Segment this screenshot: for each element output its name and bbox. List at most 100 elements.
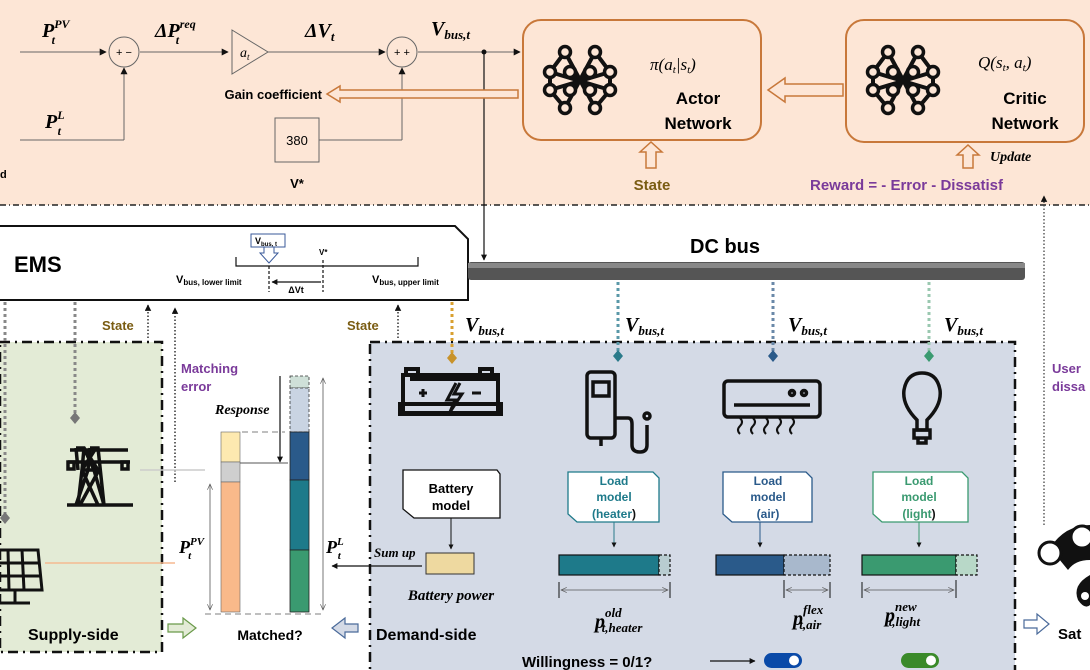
- battery-model-label-2: model: [432, 498, 470, 513]
- light-power-bar: [861, 554, 957, 576]
- v-bus-pointer-arrow: [258, 246, 280, 264]
- demand-side-title: Demand-side: [376, 627, 477, 644]
- grid-bar-segment: [220, 431, 241, 463]
- actor-network-box: [522, 19, 762, 141]
- battery-icon: [398, 367, 503, 416]
- actor-title: Actor: [676, 89, 721, 108]
- load-model-label: Load: [905, 474, 934, 488]
- delta-p-req-label: ΔPreq t: [154, 17, 196, 47]
- load-model-box: [567, 471, 660, 523]
- light-flex-segment: [289, 375, 310, 389]
- willingness-label: Willingness = 0/1?: [522, 654, 652, 670]
- critic-title: Critic: [1003, 89, 1046, 108]
- user-dissatisfaction-label: User: [1052, 361, 1081, 376]
- satisfaction-arrow: [1023, 612, 1050, 636]
- gain-coefficient-label: Gain coefficient: [224, 87, 322, 102]
- v-star-label: V*: [290, 176, 305, 191]
- update-label: Update: [990, 150, 1031, 165]
- light-bulb-icon: [902, 371, 942, 445]
- dc-bus-highlight: [468, 263, 1025, 268]
- load-air: Load model (air) pflex t,air: [715, 471, 831, 632]
- sum1-signs: + −: [116, 47, 132, 59]
- v-star-block: [274, 117, 320, 163]
- v-bus-air: Vbus,t: [788, 314, 827, 338]
- critic-title-2: Network: [991, 114, 1059, 133]
- user-dissatisfaction-label-2: dissa: [1052, 379, 1086, 394]
- heater-power-bar: [558, 554, 660, 576]
- p-pv-label: PPV t: [41, 17, 71, 47]
- critic-to-actor-arrow: [766, 76, 844, 104]
- load-light: Load model (light) pnew t,light: [861, 471, 978, 629]
- load-model-label: Load: [754, 474, 783, 488]
- user-satisfaction-icon: [1037, 524, 1090, 607]
- grid-power-segment: [220, 461, 241, 483]
- matching-p-l-label: PL t: [325, 536, 344, 562]
- load-model-label: model: [596, 490, 631, 504]
- sum-up-label: Sum up: [374, 545, 416, 560]
- supply-state-label: State: [102, 318, 134, 333]
- load-model-box: [722, 471, 813, 523]
- update-arrow: [955, 143, 981, 169]
- demand-to-match-arrow: [331, 616, 359, 640]
- battery-model-box: [402, 469, 501, 519]
- delta-vt-label: ΔVt: [288, 285, 303, 295]
- matching-chart: [205, 375, 323, 615]
- matching-error-label-2: error: [181, 379, 211, 394]
- actor-policy: π(at|st): [650, 55, 696, 76]
- air-load-segment: [289, 431, 310, 481]
- pv-bar: [220, 481, 241, 613]
- v-star-value: 380: [286, 133, 308, 148]
- load-model-label: (heater): [592, 507, 636, 521]
- load-heater: Load model (heater) pold t,heater: [558, 471, 671, 635]
- gain-coefficient-arrow: [325, 84, 519, 104]
- gain-label: at: [240, 46, 250, 62]
- v-bus-light: Vbus,t: [944, 314, 983, 338]
- air-conditioner-icon: [722, 379, 822, 435]
- load-model-label: model: [750, 490, 785, 504]
- state-arrow: [638, 140, 664, 169]
- p-heater-label: pold t,heater: [593, 605, 643, 635]
- matched-question: Matched?: [237, 627, 302, 643]
- load-model-label: model: [901, 490, 936, 504]
- matching-p-pv-label: PPV t: [178, 536, 206, 562]
- summing-junction-1: [108, 36, 140, 68]
- ems-title: EMS: [14, 252, 62, 277]
- delta-v-label: ΔVt: [304, 20, 335, 44]
- dc-bus-label: DC bus: [690, 236, 760, 258]
- solar-panel-icon: [0, 548, 44, 605]
- critic-q-value: Q(st, at): [978, 53, 1032, 74]
- cut-text: d: [0, 169, 7, 181]
- supply-side-title: Supply-side: [28, 627, 119, 644]
- satisfaction-label: Sat: [1058, 626, 1081, 643]
- air-flex-bar: [783, 554, 831, 576]
- supply-to-match-arrow: [167, 616, 197, 640]
- v-upper-limit: Vbus, upper limit: [372, 274, 439, 287]
- load-model-label: Load: [600, 474, 629, 488]
- p-air-label: pflex t,air: [791, 602, 824, 632]
- transmission-tower-icon: [66, 446, 133, 507]
- bus-drops: [447, 282, 934, 364]
- critic-network-box: [845, 19, 1085, 143]
- actor-state-label: State: [634, 177, 671, 194]
- v-bus-label: Vbus,t: [431, 18, 470, 42]
- control-loop: [20, 48, 521, 141]
- willingness-toggle-air[interactable]: [764, 653, 802, 668]
- heater-flex-bar: [658, 554, 671, 576]
- v-bus-tag-text: Vbus, t: [255, 236, 277, 248]
- gain-block: [231, 29, 269, 75]
- matching-error-label: Matching: [181, 361, 238, 376]
- load-model-label: (light): [902, 507, 935, 521]
- v-lower-limit: Vbus, lower limit: [176, 274, 242, 287]
- p-l-label: PL t: [44, 108, 65, 138]
- light-load-segment: [289, 549, 310, 613]
- air-power-bar: [715, 554, 785, 576]
- load-model-box: [872, 471, 969, 523]
- light-flex-bar: [955, 554, 978, 576]
- reward-formula: Reward = - Error - Dissatisf: [810, 177, 1004, 194]
- sum2-signs: + +: [394, 47, 410, 59]
- air-flex-segment: [289, 387, 310, 433]
- willingness-toggle-light[interactable]: [901, 653, 939, 668]
- response-label: Response: [214, 403, 269, 418]
